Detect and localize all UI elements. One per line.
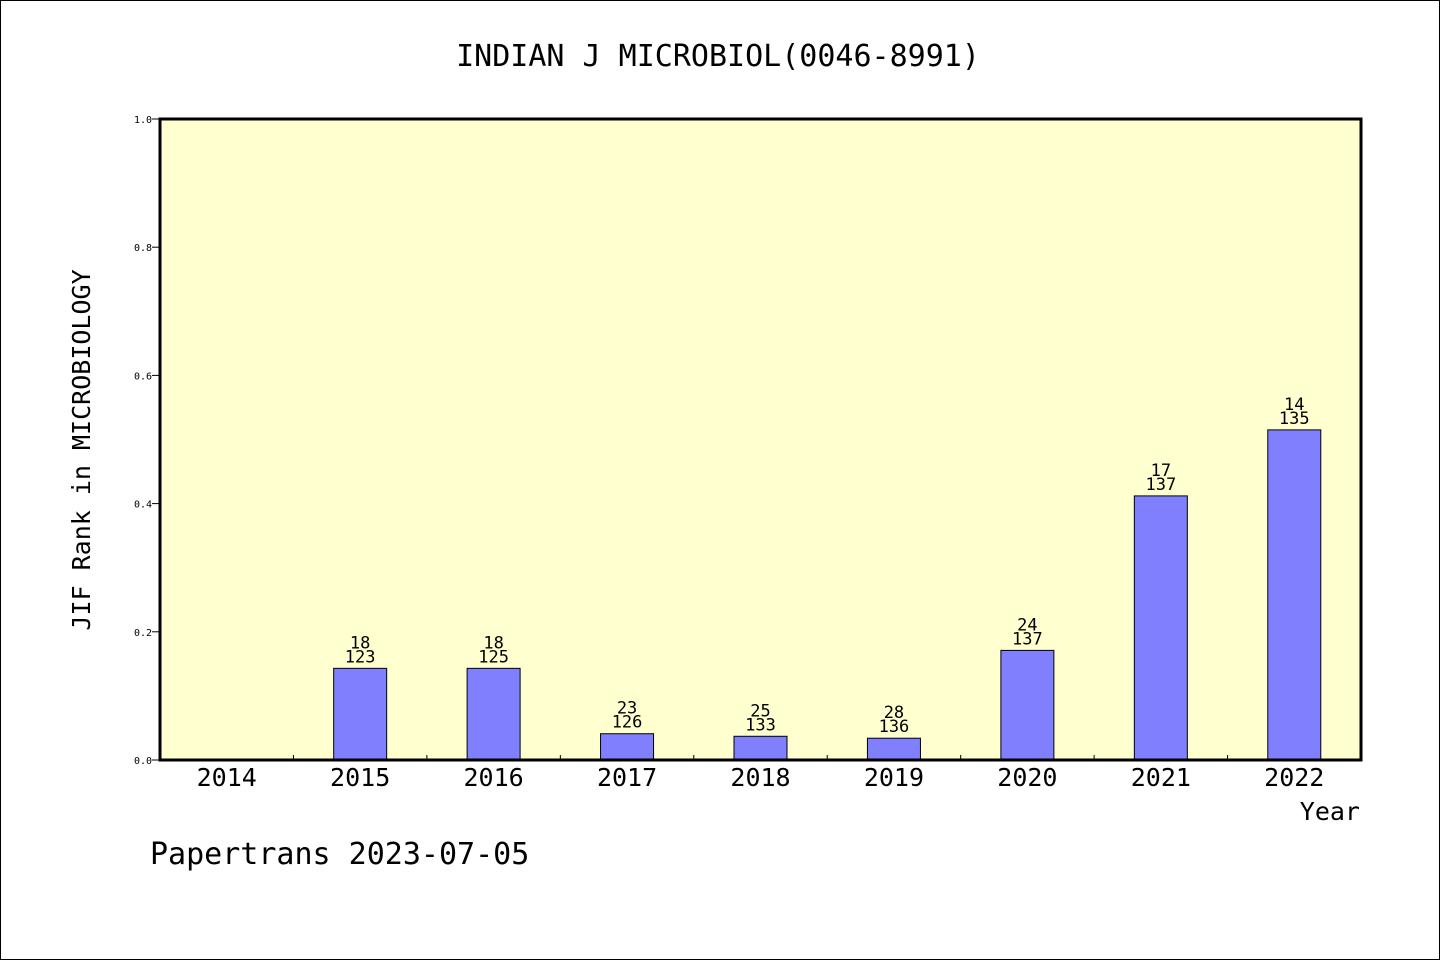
bar-2016	[466, 667, 521, 761]
y-tick-label: 0.8	[134, 243, 152, 254]
bar-rank-label: 17	[1151, 461, 1171, 481]
bar-total-label: 126	[612, 713, 643, 733]
bar-rank-label: 24	[1017, 615, 1037, 635]
y-tick-label: 0.2	[134, 628, 152, 639]
bar-2020	[1000, 649, 1055, 761]
bar-2019	[866, 737, 921, 761]
bar-2021	[1133, 495, 1188, 761]
bars-group	[333, 429, 1322, 761]
footer-credit: Papertrans 2023-07-05	[150, 837, 529, 872]
plot-border	[158, 117, 1363, 762]
bar-rank-label: 28	[884, 703, 904, 723]
bar-2015	[333, 667, 388, 761]
bar-total-label: 137	[1145, 475, 1176, 495]
x-tick-label: 2021	[1131, 763, 1191, 792]
x-tick-label: 2020	[997, 763, 1057, 792]
x-tick-label: 2015	[330, 763, 390, 792]
x-axis-label: Year	[1300, 797, 1360, 826]
y-tick-label: 0.4	[134, 500, 152, 511]
bar-2022	[1267, 429, 1322, 761]
x-tick-label: 2014	[197, 763, 257, 792]
x-tick-label: 2019	[864, 763, 924, 792]
bar-total-label: 136	[879, 717, 910, 737]
bar-rank-label: 23	[617, 699, 637, 719]
bar-total-label: 133	[745, 715, 776, 735]
y-ticks-group: 0.0 0.2 0.4 0.6 0.8 1.0	[134, 115, 160, 767]
bar-2018	[733, 735, 788, 761]
bar-rank-label: 18	[350, 633, 370, 653]
bar-2017	[600, 733, 655, 761]
x-tick-label: 2016	[464, 763, 524, 792]
y-tick-label: 0.0	[134, 756, 152, 767]
chart-title: INDIAN J MICROBIOL(0046-8991)	[456, 39, 980, 74]
y-tick-label: 1.0	[134, 115, 152, 126]
y-axis-label: JIF Rank in MICROBIOLOGY	[67, 269, 96, 630]
x-ticks-group: 2014 2015 2016 2017 2018 2019 2020 2021 2022	[197, 755, 1324, 792]
x-tick-label: 2018	[730, 763, 790, 792]
bar-total-label: 137	[1012, 629, 1043, 649]
bar-total-label: 123	[345, 647, 376, 667]
bar-rank-label: 18	[483, 633, 503, 653]
bar-total-label: 125	[478, 647, 509, 667]
bar-rank-label: 14	[1284, 395, 1304, 415]
y-tick-label: 0.6	[134, 371, 152, 382]
bar-total-label: 135	[1279, 409, 1310, 429]
x-tick-label: 2022	[1264, 763, 1324, 792]
bar-rank-label: 25	[750, 701, 770, 721]
x-tick-label: 2017	[597, 763, 657, 792]
